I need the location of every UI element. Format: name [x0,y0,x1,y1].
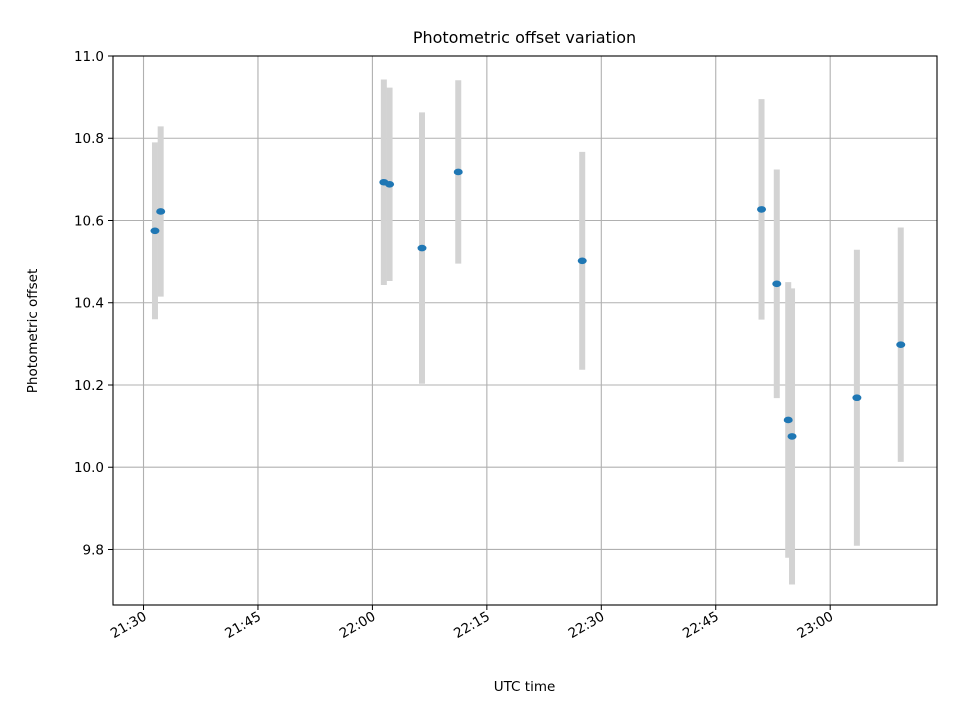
y-axis-label: Photometric offset [25,269,41,393]
data-point [783,416,793,424]
x-axis-label: UTC time [494,679,556,695]
data-point [787,433,797,440]
y-tick-label: 10.8 [74,131,104,147]
y-tick-label: 9.8 [83,542,104,558]
data-point [417,244,427,252]
y-tick-label: 10.0 [74,460,104,476]
data-point [453,168,463,176]
data-point [150,227,160,235]
y-tick-label: 10.4 [74,296,104,312]
y-tick-label: 11.0 [74,49,104,65]
data-point [385,181,395,188]
chart-title: Photometric offset variation [413,28,636,47]
y-tick-label: 10.2 [74,378,104,394]
data-point [852,394,862,402]
data-point [156,208,166,215]
data-point [577,257,587,265]
data-point [772,280,782,288]
data-point [896,341,906,348]
y-tick-label: 10.6 [74,213,104,229]
plot-frame [112,55,938,606]
data-point [757,206,767,213]
